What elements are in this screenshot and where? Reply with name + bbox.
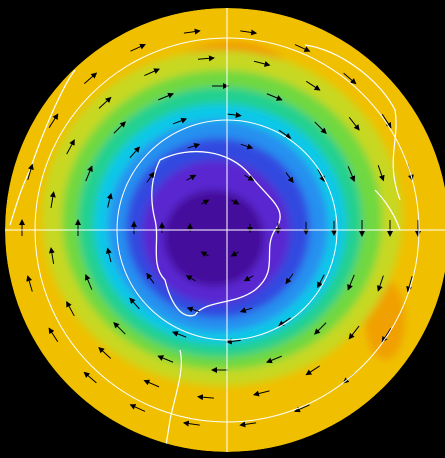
wind-arrow [343,72,357,85]
wind-arrow [48,247,55,264]
wind-arrow [106,192,113,208]
wind-arrow [129,146,141,159]
coastline [164,349,182,452]
wind-arrow [406,275,413,293]
coastline [304,44,401,201]
wind-arrow [294,404,310,413]
wind-arrow [48,327,59,343]
wind-arrow [381,113,392,129]
wind-arrow [317,274,325,289]
wind-arrow [266,93,283,101]
wind-arrow [347,274,355,291]
wind-arrow [26,275,33,292]
wind-arrow [314,322,327,335]
wind-arrow [348,116,360,131]
wind-arrow [239,421,257,428]
wind-arrow [285,273,294,285]
wind-arrow [243,275,254,282]
wind-arrow [105,247,112,263]
wind-arrow [314,121,327,134]
wind-arrow [253,390,270,397]
wind-arrow [348,325,360,340]
wind-arrow [146,272,155,284]
wind-arrow [143,379,160,388]
wind-arrow [129,297,140,310]
wind-arrow [196,394,214,401]
wind-arrow [240,29,258,36]
wind-arrow [146,171,155,183]
wind-arrow [266,355,282,364]
wind-arrow [185,275,196,282]
wind-arrow [113,322,126,335]
field-core [164,190,264,286]
wind-arrow [182,420,200,427]
wind-arrow [66,300,75,317]
wind-arrow [98,346,112,359]
wind-arrow [294,44,311,52]
wind-arrow [230,250,239,257]
wind-arrow [239,307,253,313]
wind-arrow [172,331,187,338]
wind-arrow [85,165,93,182]
wind-arrow [66,139,75,155]
wind-arrow [186,174,197,181]
wind-arrow [317,168,325,183]
wind-arrow [49,191,56,208]
wind-arrow [305,365,320,376]
wind-arrow [226,112,242,119]
wind-arrow [225,338,241,345]
wind-arrow [240,143,254,150]
wind-arrow [381,328,392,343]
wind-arrow [200,251,209,258]
wind-arrow [278,129,292,139]
wind-arrow [172,117,188,125]
wind-arrow [201,199,210,206]
wind-arrow [197,55,215,62]
wind-arrow [306,80,321,91]
wind-arrow [187,143,201,149]
wind-arrow [129,404,146,412]
wind-arrow [130,43,146,52]
wind-arrow [347,166,356,182]
wind-arrow [231,198,240,205]
wind-arrow [98,96,112,109]
wind-arrow [48,113,59,128]
coastline [374,189,401,231]
wind-arrow [84,274,93,290]
wind-arrow [158,92,174,101]
wind-arrow [186,306,200,313]
wind-arrow [278,317,291,327]
wind-arrow [144,68,160,76]
wind-arrow [183,28,201,35]
wind-arrow [83,72,98,84]
coastline [151,150,281,317]
wind-arrow [244,174,255,181]
wind-arrow [157,355,174,363]
wind-arrow [27,163,34,181]
wind-arrow [253,60,271,67]
wind-arrow [83,371,97,384]
wind-arrow [285,172,294,184]
wind-arrow [376,275,384,292]
wind-arrow [377,165,385,182]
wind-arrow [113,121,126,134]
